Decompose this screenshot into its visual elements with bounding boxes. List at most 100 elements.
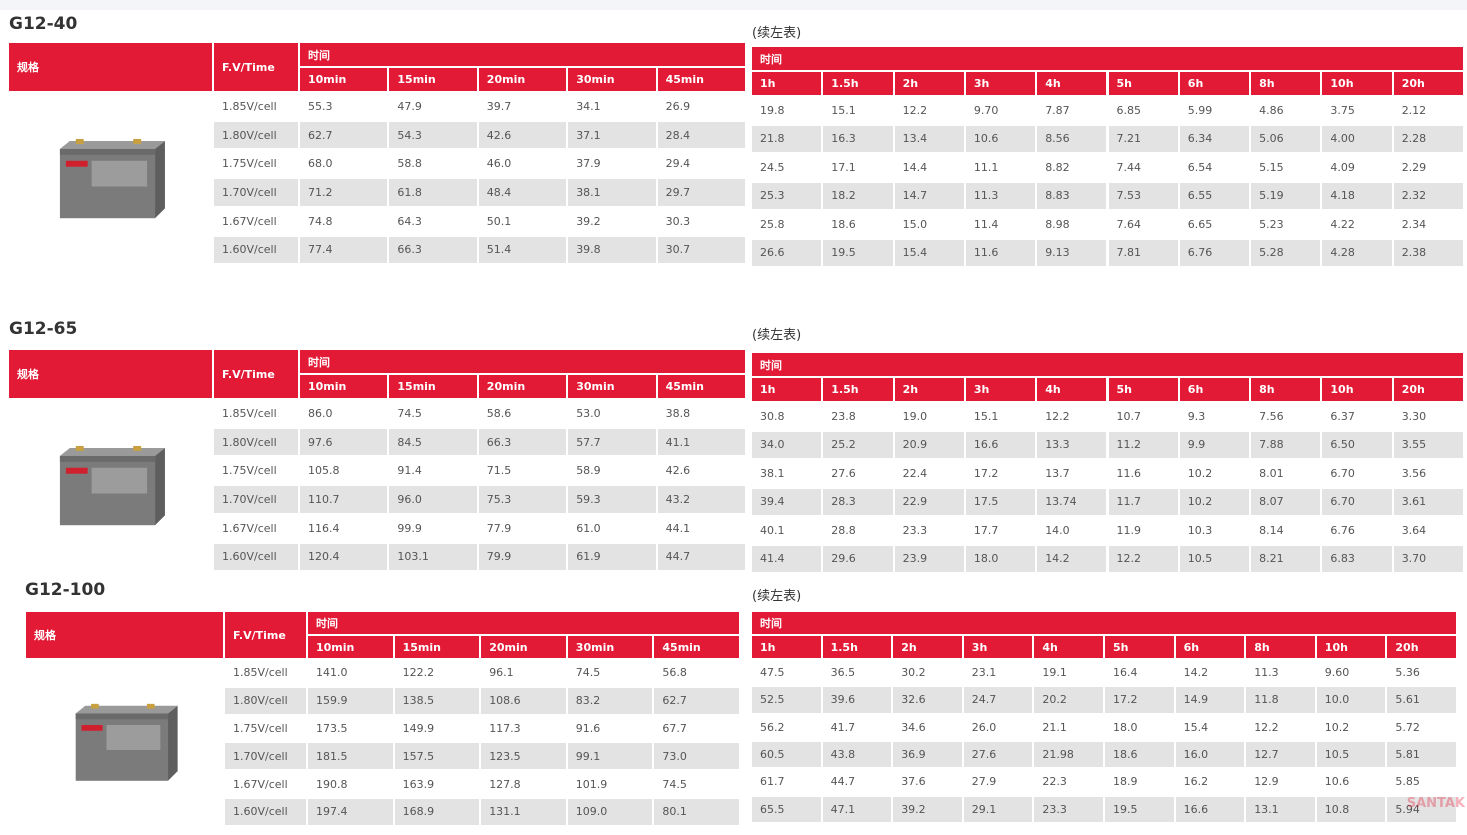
data-cell: 4.09 <box>1322 154 1394 183</box>
column-header: 2h <box>894 72 966 97</box>
column-header: 10min <box>308 636 395 660</box>
fv-cell: 1.60V/cell <box>214 236 300 266</box>
data-cell: 10.6 <box>965 125 1038 154</box>
data-cell: 2.38 <box>1393 239 1465 268</box>
data-cell: 101.9 <box>567 771 655 799</box>
header-cell: 规格 <box>9 43 214 93</box>
data-cell: 44.7 <box>657 543 747 573</box>
data-cell: 3.64 <box>1393 517 1465 546</box>
data-cell: 39.8 <box>568 236 658 266</box>
data-cell: 37.9 <box>568 150 658 180</box>
data-cell: 39.6 <box>822 687 894 715</box>
top-strip <box>0 0 1467 10</box>
data-cell: 60.5 <box>752 741 823 770</box>
data-cell: 64.3 <box>389 207 479 237</box>
data-cell: 37.1 <box>568 121 658 151</box>
data-cell: 39.4 <box>752 488 824 517</box>
data-cell: 80.1 <box>654 799 741 827</box>
data-cell: 43.2 <box>657 486 747 515</box>
data-cell: 6.76 <box>1322 517 1394 546</box>
battery-part <box>75 138 84 144</box>
column-header: 2h <box>893 636 964 660</box>
data-cell: 5.36 <box>1387 660 1458 688</box>
column-header: 8h <box>1246 636 1317 660</box>
data-cell: 5.28 <box>1251 239 1323 268</box>
data-cell: 27.9 <box>963 769 1035 797</box>
data-cell: 25.3 <box>752 182 824 211</box>
data-cell: 173.5 <box>308 715 395 744</box>
data-cell: 66.3 <box>478 428 569 458</box>
data-cell: 97.6 <box>300 428 390 458</box>
column-header: 3h <box>965 72 1038 97</box>
data-cell: 5.15 <box>1251 154 1323 183</box>
data-cell: 68.0 <box>300 150 390 180</box>
data-cell: 10.2 <box>1179 488 1252 517</box>
data-cell: 20.2 <box>1034 687 1105 715</box>
data-cell: 84.5 <box>389 428 479 458</box>
data-cell: 38.1 <box>568 179 658 208</box>
data-cell: 46.0 <box>478 150 569 180</box>
data-cell: 11.1 <box>965 154 1038 183</box>
column-header: 10min <box>300 68 390 93</box>
header-cell: F.V/Time <box>214 350 300 400</box>
column-header: 3h <box>965 378 1038 403</box>
column-header: 1.5h <box>822 636 894 660</box>
battery-part <box>65 467 88 474</box>
battery-part <box>133 138 142 144</box>
table-note: (续左表) <box>752 26 802 41</box>
data-cell: 47.9 <box>389 93 479 122</box>
data-cell: 11.9 <box>1108 517 1180 546</box>
header-cell: F.V/Time <box>225 612 308 660</box>
data-cell: 83.2 <box>567 687 655 716</box>
data-cell: 18.6 <box>823 211 895 240</box>
data-cell: 15.4 <box>1175 714 1247 742</box>
data-cell: 58.9 <box>568 457 658 487</box>
data-cell: 61.9 <box>568 543 658 573</box>
data-cell: 67.7 <box>654 715 741 744</box>
data-cell: 8.01 <box>1251 460 1323 489</box>
data-cell: 10.2 <box>1179 460 1252 489</box>
data-cell: 21.8 <box>752 125 824 154</box>
data-cell: 6.76 <box>1179 239 1252 268</box>
data-cell: 75.3 <box>478 486 569 515</box>
data-cell: 42.6 <box>478 121 569 151</box>
data-cell: 5.81 <box>1387 741 1458 770</box>
column-header: 30min <box>568 68 658 93</box>
data-cell: 2.29 <box>1393 154 1465 183</box>
battery-part <box>91 467 148 494</box>
data-cell: 44.1 <box>657 514 747 544</box>
data-cell: 66.3 <box>389 236 479 266</box>
data-cell: 11.6 <box>1108 460 1180 489</box>
data-cell: 181.5 <box>308 743 395 772</box>
data-cell: 28.8 <box>823 517 895 546</box>
data-cell: 18.6 <box>1105 741 1176 770</box>
data-cell: 14.4 <box>894 154 966 183</box>
data-cell: 12.2 <box>1037 403 1109 432</box>
data-cell: 7.81 <box>1108 239 1180 268</box>
data-cell: 56.8 <box>654 660 741 688</box>
data-cell: 23.3 <box>1034 796 1105 824</box>
data-cell: 58.8 <box>389 150 479 180</box>
column-header: 20min <box>481 636 568 660</box>
battery-part <box>59 447 165 456</box>
column-header: 3h <box>963 636 1035 660</box>
fv-cell: 1.85V/cell <box>225 660 308 688</box>
column-header: 15min <box>394 636 482 660</box>
battery-part <box>167 705 178 781</box>
data-cell: 39.7 <box>478 93 569 122</box>
data-cell: 5.19 <box>1251 182 1323 211</box>
data-cell: 77.4 <box>300 236 390 266</box>
header-cell: F.V/Time <box>214 43 300 93</box>
data-cell: 34.6 <box>893 714 964 742</box>
fv-cell: 1.80V/cell <box>225 687 308 716</box>
data-cell: 19.1 <box>1034 660 1105 688</box>
data-cell: 61.7 <box>752 769 823 797</box>
data-cell: 8.56 <box>1037 125 1109 154</box>
data-cell: 53.0 <box>568 400 658 429</box>
column-header: 10h <box>1322 378 1394 403</box>
battery-part <box>155 447 165 525</box>
fv-cell: 1.67V/cell <box>225 771 308 799</box>
battery-part <box>146 703 155 709</box>
data-cell: 23.9 <box>894 545 966 574</box>
data-cell: 29.7 <box>657 179 747 208</box>
